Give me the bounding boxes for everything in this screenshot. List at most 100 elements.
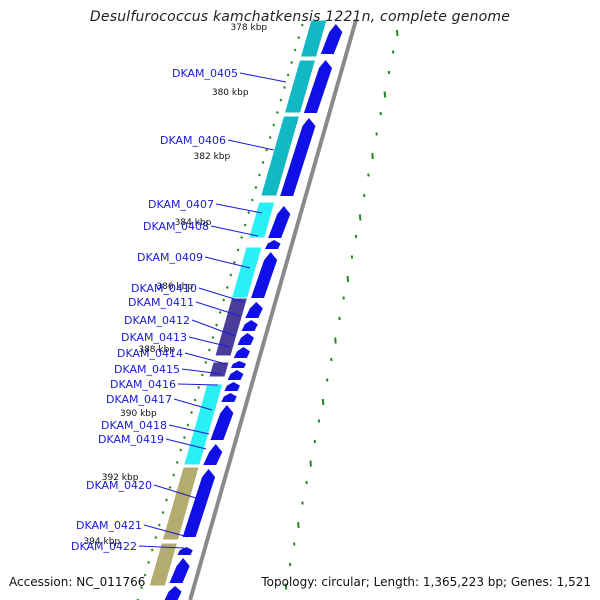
gc-track-dash-5 (379, 111, 383, 116)
cog-block-1 (299, 19, 328, 58)
scale-tick-2 (297, 36, 301, 39)
gene-arrow-forward-14 (221, 393, 237, 402)
kbp-label-1: 378 kbp (230, 23, 267, 33)
gc-track-dash-24 (301, 501, 304, 505)
cog-block-3 (260, 115, 301, 197)
scale-tick-40 (161, 511, 165, 514)
scale-tick-33 (186, 423, 190, 427)
scale-tick-27 (208, 348, 211, 352)
kbp-label-6: 388 kbp (138, 345, 175, 355)
scale-tick-38 (168, 486, 172, 489)
gene-label-dkam-0413: DKAM_0413 (121, 331, 187, 344)
kbp-label-3: 382 kbp (194, 152, 231, 162)
gene-leader-line-10 (184, 352, 227, 365)
gc-track-dash-10 (358, 214, 362, 221)
scale-tick-12 (261, 161, 265, 164)
scale-tick-37 (172, 473, 176, 477)
scale-tick-8 (275, 111, 279, 114)
gene-arrow-forward-17 (182, 469, 216, 537)
scale-tick-10 (268, 136, 272, 139)
scale-tick-17 (243, 223, 247, 227)
gc-track-dash-21 (313, 439, 317, 444)
gene-arrow-forward-3 (280, 118, 316, 196)
gene-arrow-forward-10 (233, 347, 250, 358)
scale-tick-30 (197, 386, 201, 389)
gene-leader-line-15 (165, 438, 207, 450)
gene-label-dkam-0405: DKAM_0405 (172, 67, 238, 80)
kbp-label-5: 386 kbp (156, 282, 193, 292)
scale-tick-22 (225, 286, 229, 289)
gc-track-dash-6 (375, 132, 378, 136)
gc-track-dash-23 (305, 480, 308, 485)
gene-leader-line-13 (173, 398, 213, 411)
scale-tick-29 (200, 373, 204, 377)
scale-tick-45 (143, 573, 147, 577)
gene-arrow-forward-16 (203, 444, 223, 465)
gc-track-dash-15 (338, 316, 341, 321)
gene-label-dkam-0406: DKAM_0406 (160, 134, 226, 147)
gc-track-dash-27 (288, 562, 292, 567)
gene-arrow-forward-1 (320, 24, 343, 54)
gene-label-dkam-0416: DKAM_0416 (110, 378, 176, 391)
scale-tick-42 (154, 536, 158, 539)
kbp-label-8: 392 kbp (102, 473, 139, 483)
scale-tick-34 (182, 436, 186, 439)
scale-tick-21 (229, 273, 233, 277)
scale-tick-35 (179, 448, 183, 452)
kbp-label-2: 380 kbp (212, 88, 249, 98)
gene-label-dkam-0407: DKAM_0407 (148, 198, 214, 211)
gene-label-dkam-0408: DKAM_0408 (143, 220, 209, 233)
scale-tick-5 (286, 73, 290, 77)
scale-tick-1 (300, 23, 304, 27)
scale-tick-15 (250, 198, 254, 202)
scale-tick-47 (136, 598, 140, 600)
gc-track-dash-25 (297, 521, 300, 529)
scale-tick-44 (147, 561, 151, 564)
gene-arrow-forward-7 (245, 302, 263, 318)
gene-label-dkam-0415: DKAM_0415 (114, 363, 180, 376)
map-title: Desulfurococcus kamchatkensis 1221n, com… (89, 9, 511, 25)
gc-track-dash-4 (383, 91, 387, 98)
gene-arrow-forward-9 (237, 333, 254, 345)
gc-track-dash-18 (325, 378, 329, 382)
gene-label-dkam-0409: DKAM_0409 (137, 251, 203, 264)
gc-track-dash-7 (371, 152, 374, 160)
gene-arrow-forward-12 (227, 370, 244, 380)
gene-leader-line-6 (198, 287, 245, 303)
gene-label-dkam-0421: DKAM_0421 (76, 519, 142, 532)
gene-label-dkam-0420: DKAM_0420 (86, 479, 152, 492)
cog-block-10 (148, 542, 179, 587)
scale-tick-9 (272, 123, 276, 127)
gc-track-dash-17 (330, 357, 333, 362)
gc-track-dash-28 (284, 583, 288, 590)
gene-arrow-forward-20 (164, 586, 182, 600)
gc-track-dash-16 (334, 337, 337, 344)
kbp-label-9: 394 kbp (83, 537, 120, 547)
scale-tick-19 (236, 248, 240, 252)
gene-leader-line-12 (177, 383, 219, 386)
genome-backbone-line (188, 19, 358, 600)
scale-tick-6 (283, 86, 286, 89)
cog-block-2 (283, 59, 317, 114)
gene-arrow-forward-18 (177, 547, 193, 555)
gc-track-dash-8 (367, 173, 370, 177)
gc-track-dash-22 (309, 460, 312, 467)
scale-tick-13 (258, 173, 261, 177)
scale-tick-4 (290, 61, 294, 64)
gene-arrow-forward-6 (250, 252, 278, 298)
cog-block-4 (247, 201, 276, 239)
scale-tick-32 (190, 411, 193, 414)
gene-label-dkam-0410: DKAM_0410 (131, 282, 197, 295)
gene-leader-line-17 (143, 524, 189, 538)
scale-tick-14 (254, 186, 258, 189)
gene-leader-line-9 (188, 336, 231, 348)
gene-arrow-forward-5 (265, 240, 281, 249)
gene-leader-line-14 (168, 424, 210, 435)
gene-label-dkam-0422: DKAM_0422 (71, 540, 137, 553)
gc-track-dash-3 (387, 70, 391, 75)
scale-tick-24 (218, 311, 222, 314)
kbp-label-7: 390 kbp (120, 409, 157, 419)
scale-tick-46 (140, 586, 143, 589)
scale-tick-20 (233, 261, 236, 264)
